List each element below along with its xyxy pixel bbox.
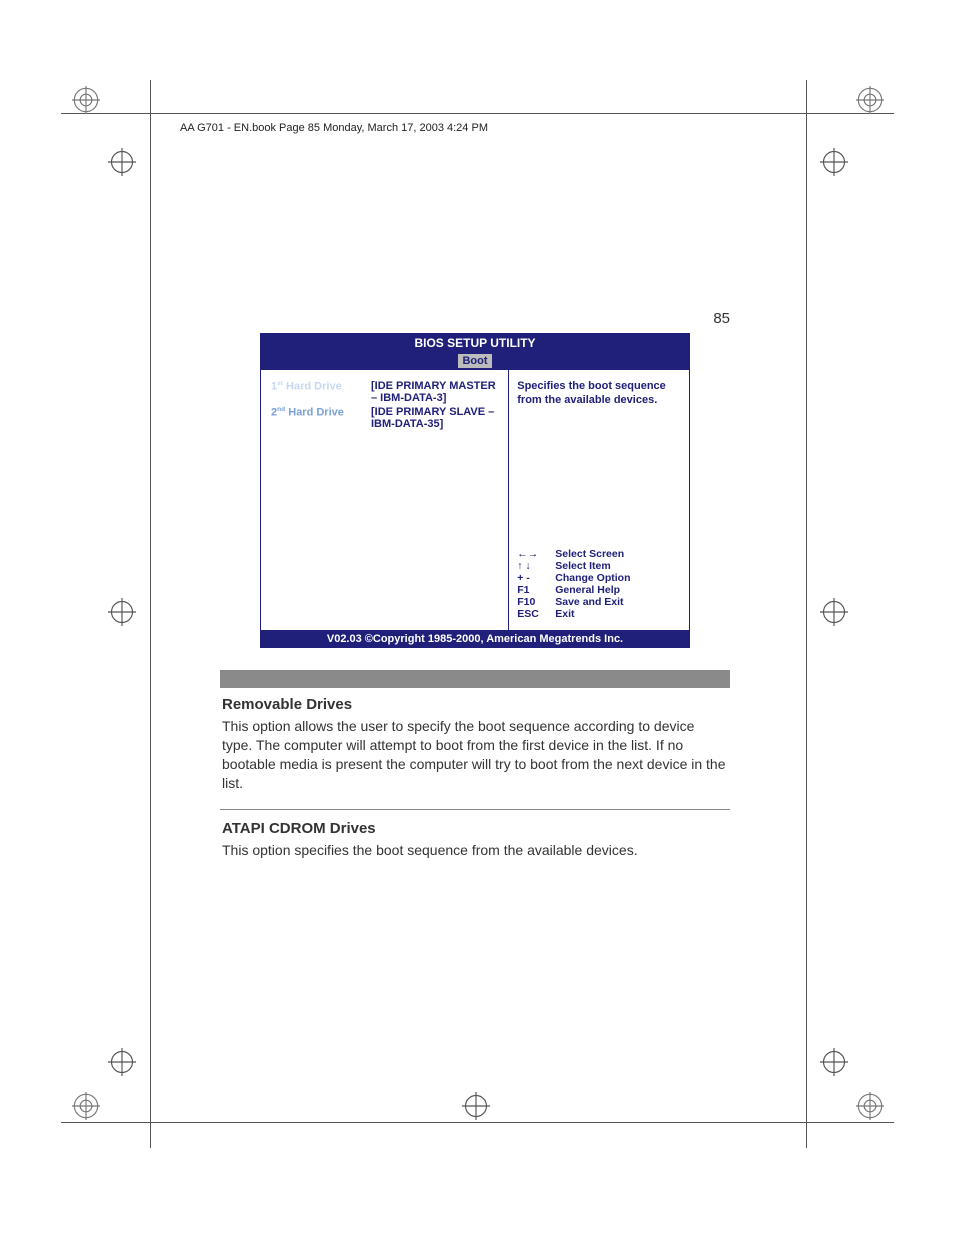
reg-mark: [108, 1048, 136, 1076]
bios-left-pane: 1st Hard Drive [IDE PRIMARY MASTER – IBM…: [261, 370, 508, 630]
divider: [220, 809, 730, 810]
bios-active-tab[interactable]: Boot: [458, 354, 491, 368]
reg-mark: [820, 148, 848, 176]
bios-title: BIOS SETUP UTILITY: [260, 333, 690, 353]
bios-value: [IDE PRIMARY SLAVE – IBM-DATA-35]: [371, 406, 500, 430]
reg-mark: [462, 1092, 490, 1120]
section-desc: This option specifies the boot sequence …: [222, 841, 728, 860]
reg-mark: [856, 1092, 884, 1120]
reg-mark: [108, 598, 136, 626]
running-header: AA G701 - EN.book Page 85 Monday, March …: [180, 122, 488, 134]
bios-row[interactable]: 2nd Hard Drive [IDE PRIMARY SLAVE – IBM-…: [271, 406, 500, 430]
section-title-atapi: ATAPI CDROM Drives: [222, 820, 728, 837]
reg-mark: [72, 86, 100, 114]
section-desc: This option allows the user to specify t…: [222, 717, 728, 793]
bios-value: [IDE PRIMARY MASTER – IBM-DATA-3]: [371, 380, 500, 404]
bios-row[interactable]: 1st Hard Drive [IDE PRIMARY MASTER – IBM…: [271, 380, 500, 404]
reg-mark: [856, 86, 884, 114]
reg-mark: [108, 148, 136, 176]
reg-mark: [72, 1092, 100, 1120]
page-number: 85: [220, 310, 730, 327]
bios-tab-row: Boot: [260, 353, 690, 370]
reg-mark: [820, 598, 848, 626]
bios-key-legend: ←→Select Screen ↑ ↓Select Item + -Change…: [517, 548, 681, 620]
gray-bar: [220, 670, 730, 688]
page-content: 85 BIOS SETUP UTILITY Boot 1st Hard Driv…: [220, 310, 730, 861]
bios-panel: BIOS SETUP UTILITY Boot 1st Hard Drive […: [260, 333, 690, 648]
reg-mark: [820, 1048, 848, 1076]
bios-help-text: Specifies the boot sequence from the ava…: [517, 380, 681, 408]
bios-help-pane: Specifies the boot sequence from the ava…: [508, 370, 689, 630]
bios-footer: V02.03 ©Copyright 1985-2000, American Me…: [260, 630, 690, 648]
section-title-removable: Removable Drives: [222, 696, 728, 713]
